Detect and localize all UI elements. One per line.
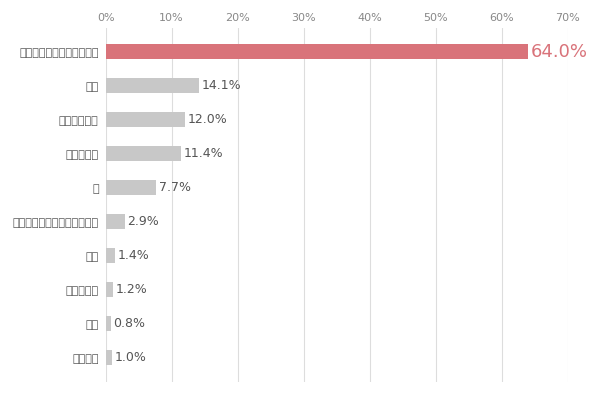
Text: 11.4%: 11.4% [184,147,223,160]
Text: 14.1%: 14.1% [201,79,241,92]
Text: 0.8%: 0.8% [113,317,145,330]
Text: 7.7%: 7.7% [159,181,191,194]
Bar [106,282,113,297]
Bar [106,44,528,59]
Bar [106,350,112,365]
Text: 64.0%: 64.0% [531,43,588,61]
Text: 1.2%: 1.2% [116,283,148,296]
Bar [106,316,111,331]
Bar [106,180,157,195]
Text: 1.4%: 1.4% [118,249,149,262]
Text: 2.9%: 2.9% [127,215,159,228]
Bar [106,78,199,93]
Bar [106,146,181,162]
Bar [106,248,115,264]
Text: 1.0%: 1.0% [115,351,146,364]
Text: 12.0%: 12.0% [187,113,227,126]
Bar [106,214,125,229]
Bar [106,112,185,128]
